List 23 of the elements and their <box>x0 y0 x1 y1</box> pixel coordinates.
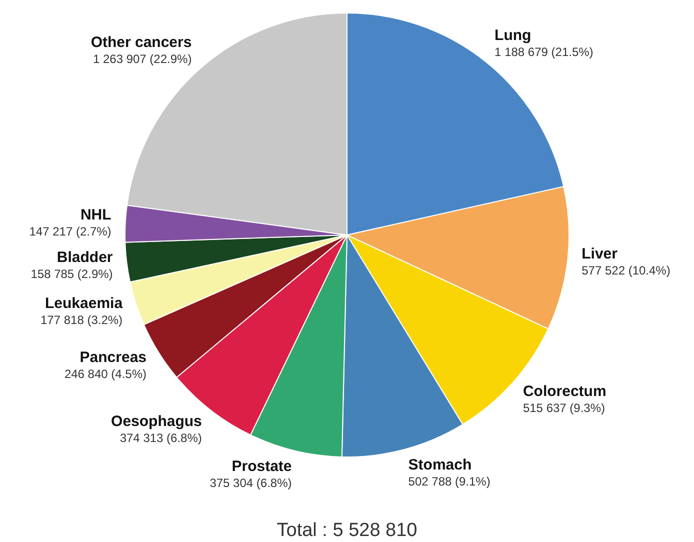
data-label: 502 788 (9.1%) <box>408 474 490 489</box>
data-label: 1 263 907 (22.9%) <box>92 52 192 66</box>
slice-label: Lung <box>494 27 532 44</box>
slice-label: Leukaemia <box>45 295 124 312</box>
slice-label: NHL <box>80 206 112 224</box>
slice-label: Liver <box>582 246 618 263</box>
text: Total : 5 528 810 <box>276 520 418 541</box>
slice-label: Pancreas <box>80 348 147 366</box>
data-label: 1 188 679 (21.5%) <box>494 45 594 60</box>
data-label: 375 304 (6.8%) <box>210 476 292 490</box>
slice-label: Other cancers <box>90 34 192 51</box>
data-label: 246 840 (4.5%) <box>64 366 147 381</box>
slice-label: Stomach <box>408 456 472 474</box>
data-label: 515 637 (9.3%) <box>522 400 606 415</box>
slice-label: Oesophagus <box>111 413 202 430</box>
slice-label: Colorectum <box>522 382 606 400</box>
slice-label: Bladder <box>56 249 113 266</box>
data-label: 177 818 (3.2%) <box>40 313 123 328</box>
data-label: 147 217 (2.7%) <box>29 224 112 239</box>
data-label: 158 785 (2.9%) <box>30 267 113 282</box>
data-label: 374 313 (6.8%) <box>120 431 202 446</box>
data-label: 577 522 (10.4%) <box>582 264 670 278</box>
slice-label: Prostate <box>232 458 292 476</box>
